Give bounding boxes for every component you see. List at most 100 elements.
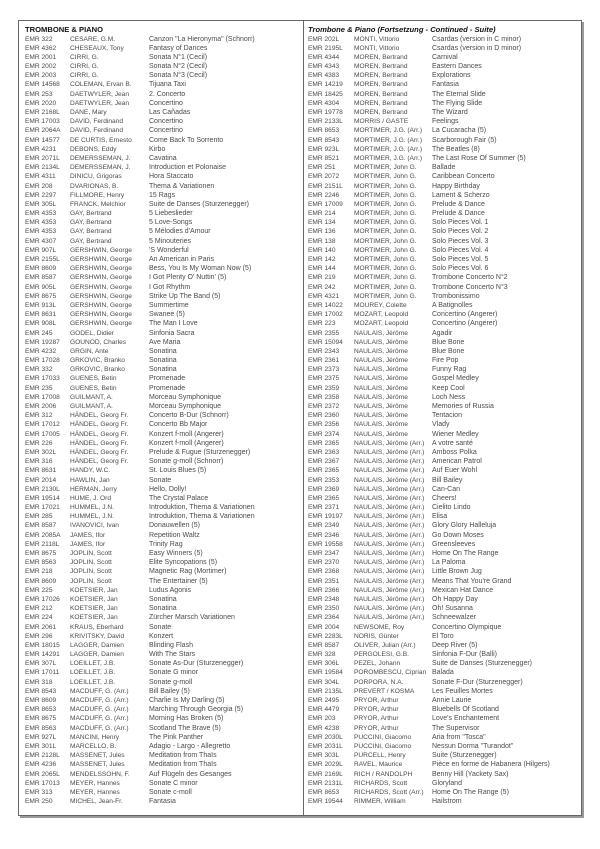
composer: HAWLIN, Jan <box>70 476 110 484</box>
composer: HÄNDEL, Georg Fr. <box>70 448 129 456</box>
title: Cavatina <box>149 154 177 162</box>
catalog-row: EMR 8631 GERSHWIN, George Swanee (5) <box>19 310 304 319</box>
composer: PRYOR, Arthur <box>354 715 399 723</box>
composer: CHESEAUX, Tony <box>70 44 124 52</box>
title: Funny Rag <box>432 366 467 374</box>
catalog-number: EMR 2355 <box>308 329 340 337</box>
catalog-row: EMR 2364 NAULAIS, Jérôme (Arr.) Schneewalz… <box>304 613 581 622</box>
catalog-number: EMR 927L <box>25 733 57 741</box>
catalog-number: EMR 4353 <box>25 210 57 218</box>
title: Concertino (Angerer) <box>432 320 498 328</box>
catalog-row: EMR 14568 COLEMAN, Ervan B. Tijuana Taxi <box>19 80 304 89</box>
composer: LAGGER, Damien <box>70 651 124 659</box>
catalog-number: EMR 2374 <box>308 430 340 438</box>
catalog-number: EMR 4353 <box>25 228 57 236</box>
composer: MARCELLO, B. <box>70 742 117 750</box>
catalog-number: EMR 8609 <box>25 697 57 704</box>
catalog-number: EMR 2367 <box>308 458 340 466</box>
catalog-row: EMR 2195L MONTI, Vittorio Csardas (version… <box>304 44 581 53</box>
title: Suite (Sturzenegger) <box>432 752 497 760</box>
catalog-number: EMR 2020 <box>25 99 57 107</box>
catalog-number: EMR 2366 <box>308 586 340 594</box>
catalog-number: EMR 4236 <box>25 761 57 769</box>
catalog-row: EMR 2365 NAULAIS, Jérôme (Arr.) Auf Euer W… <box>304 466 581 475</box>
section-heading: TROMBONE & PIANO <box>25 25 104 34</box>
composer: CIRRI, G. <box>70 53 99 61</box>
title: Csardas (version in C minor) <box>432 35 522 43</box>
composer: HUMMEL, J.N. <box>70 513 114 521</box>
catalog-number: EMR 2169L <box>308 770 343 778</box>
title: Sonate g-moll <box>149 678 193 686</box>
composer: GRKOVIC, Branko <box>70 366 125 374</box>
catalog-number: EMR 17021 <box>25 504 60 512</box>
composer: GERSHWIN, George <box>70 311 132 319</box>
catalog-number: EMR 2372 <box>308 403 340 410</box>
catalog-row: EMR 17013 MEYER, Hannes Sonate C minor <box>19 779 304 788</box>
title: Magnetic Rag (Mortimer) <box>149 568 227 576</box>
catalog-row: EMR 212 KOETSIER, Jan Sonatina <box>19 604 304 613</box>
catalog-row: EMR 2118L JAMES, Ifor Trinity Rag <box>19 540 304 549</box>
catalog-number: EMR 913L <box>25 301 57 309</box>
title: 5 Mélodies d'Amour <box>149 228 211 236</box>
catalog-number: EMR 304L <box>308 678 340 686</box>
catalog-row: EMR 2375 NAULAIS, Jérôme Gospel Medley <box>304 374 581 383</box>
catalog-row: EMR 4353 GAY, Bertrand 5 Liebeslieder <box>19 209 304 218</box>
catalog-number: EMR 4362 <box>25 44 57 52</box>
title: Les Feuilles Mortes <box>432 687 493 695</box>
composer: COLEMAN, Ervan B. <box>70 81 132 89</box>
title: La Cucaracha (5) <box>432 127 487 135</box>
catalog-list: EMR 202L MONTI, Vittorio Csardas (version … <box>304 35 581 807</box>
catalog-number: EMR 2347 <box>308 550 340 557</box>
composer: DE CURTIS, Ernesto <box>70 136 132 144</box>
catalog-row: EMR 8587 GERSHWIN, George I Got Plenty O' … <box>19 273 304 282</box>
composer: NAULAIS, Jérôme (Arr.) <box>354 513 425 521</box>
catalog-number: EMR 142 <box>308 256 336 263</box>
title: 15 Rags <box>149 191 176 199</box>
catalog-number: EMR 144 <box>308 265 336 273</box>
catalog-row: EMR 140 MORTIMER, John G. Solo Pieces Vol.… <box>304 246 581 255</box>
catalog-row: EMR 2365 NAULAIS, Jérôme (Arr.) A votre sa… <box>304 439 581 448</box>
composer: GERSHWIN, George <box>70 274 132 282</box>
composer: NEWSOME, Roy <box>354 623 405 631</box>
composer: NAULAIS, Jérôme <box>354 430 408 438</box>
catalog-row: EMR 15094 NAULAIS, Jérôme Blue Bone <box>304 338 581 347</box>
composer: MORTIMER, J.G. (Arr.) <box>354 154 423 162</box>
composer: NAULAIS, Jérôme (Arr.) <box>354 494 425 502</box>
catalog-panel-left: TROMBONE & PIANO EMR 322 CESARE, G.M. Canz… <box>18 20 305 816</box>
catalog-row: EMR 2002 CIRRI, G. Sonata N°2 (Cecil) <box>19 62 304 71</box>
catalog-number: EMR 4307 <box>25 237 57 245</box>
catalog-number: EMR 2375 <box>308 375 340 383</box>
composer: MOREN, Bertrand <box>354 63 408 71</box>
title: 5 Liebeslieder <box>149 210 193 218</box>
catalog-number: EMR 907L <box>25 246 57 254</box>
catalog-row: EMR 312 HÄNDEL, Georg Fr. Concerto B-Dur (… <box>19 411 304 420</box>
catalog-row: EMR 296 KRIVITSKY, David Konzert <box>19 632 304 641</box>
catalog-number: EMR 8521 <box>308 154 340 162</box>
title: The Beatles (8) <box>432 145 480 153</box>
title: Bluebells Of Scotland <box>432 706 499 714</box>
catalog-row: EMR 2373 NAULAIS, Jérôme Funny Rag <box>304 365 581 374</box>
title: Sonatina <box>149 347 177 355</box>
catalog-number: EMR 235 <box>25 384 53 392</box>
title: Thema & Variationen <box>149 182 215 190</box>
catalog-number: EMR 2348 <box>308 595 340 603</box>
title: Bill Bailey <box>432 476 463 484</box>
catalog-row: EMR 19287 GOUNOD, Charles Ave Maria <box>19 338 304 347</box>
title: Donauwellen (5) <box>149 522 200 530</box>
catalog-row: EMR 2367 NAULAIS, Jérôme (Arr.) American P… <box>304 457 581 466</box>
catalog-number: EMR 2071L <box>25 154 60 162</box>
composer: NAULAIS, Jérôme <box>354 403 408 410</box>
catalog-row: EMR 18425 MOREN, Bertrand The Eternal Slid… <box>304 90 581 99</box>
catalog-row: EMR 2353 NAULAIS, Jérôme (Arr.) Bill Baile… <box>304 476 581 485</box>
composer: MORTIMER, John G. <box>354 164 417 172</box>
catalog-row: EMR 313 MEYER, Hannes Sonate c-moll <box>19 788 304 797</box>
catalog-number: EMR 312 <box>25 412 53 420</box>
composer: RIMMER, William <box>354 798 406 806</box>
title: Amboss Polka <box>432 448 477 456</box>
catalog-number: EMR 2135L <box>308 687 343 695</box>
catalog-row: EMR 2131L RICHARDS, Scott Gloryland <box>304 779 581 788</box>
catalog-panel-right: Trombone & Piano (Fortsetzung - Continue… <box>303 20 582 816</box>
composer: JOPLIN, Scott <box>70 577 112 585</box>
title: Trombonissimo <box>432 292 480 300</box>
catalog-number: EMR 285 <box>25 513 53 521</box>
